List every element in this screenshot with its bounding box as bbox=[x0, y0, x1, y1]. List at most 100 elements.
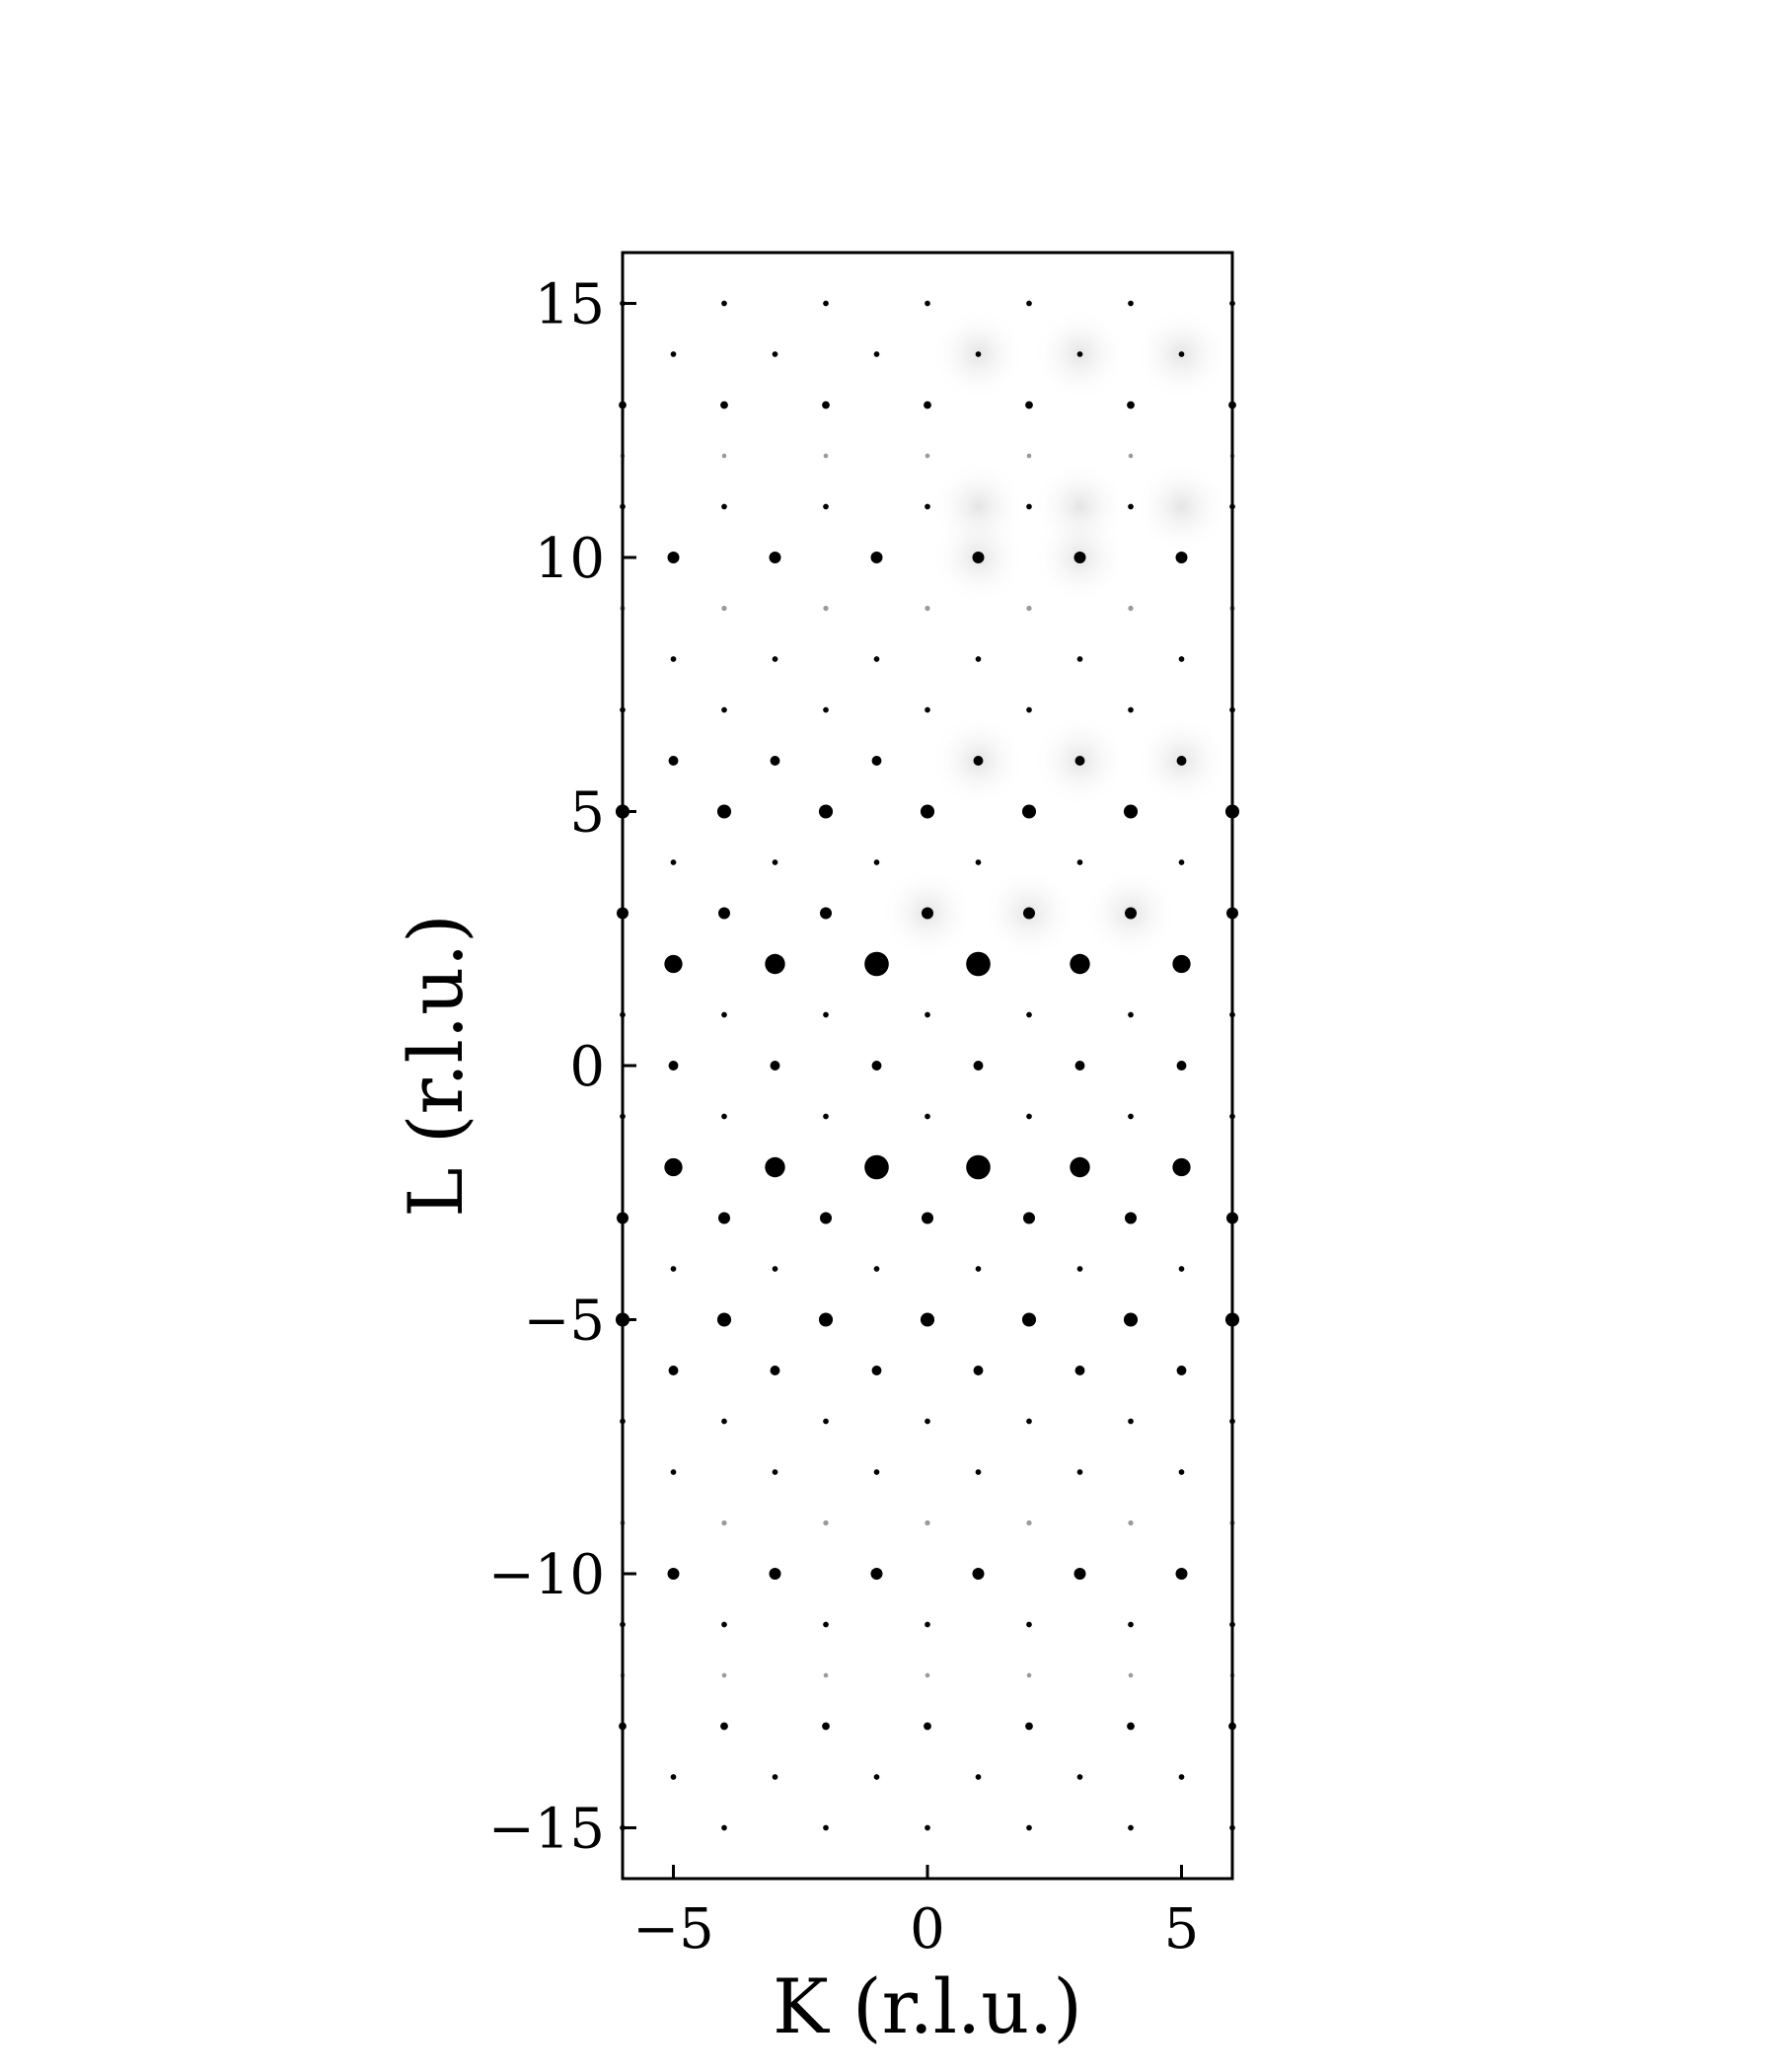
point-k-5-l10 bbox=[667, 552, 680, 563]
point-k1-l6 bbox=[973, 756, 984, 766]
point-k4-l11 bbox=[1128, 503, 1134, 510]
point-k0-l7 bbox=[925, 706, 930, 713]
point-k3-l-8 bbox=[1076, 1469, 1083, 1475]
point-k3-l4 bbox=[1076, 859, 1083, 865]
point-k5-l4 bbox=[1178, 859, 1185, 865]
point-k2-l-13 bbox=[1025, 1722, 1033, 1731]
point-k-2-l-3 bbox=[820, 1212, 832, 1224]
point-k-2-l3 bbox=[820, 907, 832, 920]
point-k1-l4 bbox=[975, 859, 982, 865]
point-k-3-l8 bbox=[772, 656, 778, 662]
point-k4-l-3 bbox=[1125, 1212, 1137, 1224]
point-k3-l-14 bbox=[1076, 1774, 1083, 1780]
point-k-4-l1 bbox=[721, 1011, 727, 1018]
point-k2-l-3 bbox=[1023, 1212, 1035, 1224]
y-axis-label: L (r.l.u.) bbox=[392, 914, 480, 1218]
point-k-1-l2 bbox=[864, 951, 889, 977]
x-tick-label: −5 bbox=[632, 1897, 714, 1961]
point-k-3-l14 bbox=[772, 351, 778, 357]
point-k3-l10 bbox=[1073, 552, 1086, 563]
x-tick-label: 5 bbox=[1164, 1897, 1200, 1961]
point-k2-l5 bbox=[1021, 804, 1037, 819]
point-k0-l-11 bbox=[925, 1621, 930, 1628]
point-k4-l12 bbox=[1128, 453, 1134, 459]
point-k-1-l6 bbox=[871, 756, 882, 766]
point-k-5-l6 bbox=[668, 756, 679, 766]
point-k3-l-6 bbox=[1074, 1366, 1085, 1375]
point-k1-l0 bbox=[973, 1061, 984, 1071]
point-k4-l-15 bbox=[1128, 1824, 1134, 1831]
point-k2-l9 bbox=[1026, 605, 1032, 612]
background-halos bbox=[880, 307, 1229, 961]
x-axis-ticks: −5 0 5 bbox=[632, 1865, 1199, 1961]
point-k-3-l-6 bbox=[770, 1366, 780, 1375]
point-k-5-l-8 bbox=[670, 1469, 677, 1475]
point-k0-l-5 bbox=[920, 1312, 935, 1327]
point-k2-l-7 bbox=[1026, 1418, 1032, 1425]
point-k3-l-4 bbox=[1076, 1266, 1083, 1272]
point-k-4-l-5 bbox=[716, 1312, 732, 1327]
point-k1-l-8 bbox=[975, 1469, 982, 1475]
point-k1-l8 bbox=[975, 656, 982, 662]
point-k2-l-5 bbox=[1021, 1312, 1037, 1327]
point-k-2-l1 bbox=[823, 1011, 829, 1018]
point-k-2-l11 bbox=[823, 503, 829, 510]
point-k-4-l-11 bbox=[721, 1621, 727, 1628]
point-k1-l2 bbox=[966, 951, 991, 977]
point-k-4-l5 bbox=[716, 804, 732, 819]
point-k5-l0 bbox=[1176, 1061, 1187, 1071]
point-k2-l-9 bbox=[1026, 1519, 1032, 1526]
y-tick-label: −5 bbox=[523, 1290, 605, 1354]
point-k-5-l-6 bbox=[668, 1366, 679, 1375]
point-k-4-l-1 bbox=[721, 1113, 727, 1120]
point-k-2-l7 bbox=[823, 706, 829, 713]
point-k0-l9 bbox=[925, 605, 930, 612]
point-k3-l8 bbox=[1076, 656, 1083, 662]
point-k2-l11 bbox=[1026, 503, 1032, 510]
point-k3-l2 bbox=[1070, 953, 1090, 975]
point-k-1-l-10 bbox=[870, 1568, 883, 1580]
point-k5-l8 bbox=[1178, 656, 1185, 662]
point-k2-l3 bbox=[1023, 907, 1035, 920]
point-k-1-l4 bbox=[873, 859, 880, 865]
point-k0-l12 bbox=[925, 453, 930, 459]
x-axis-label: K (r.l.u.) bbox=[773, 1962, 1082, 2050]
point-k5-l-8 bbox=[1178, 1469, 1185, 1475]
point-k2-l-15 bbox=[1026, 1824, 1032, 1831]
point-k4-l15 bbox=[1128, 300, 1134, 307]
point-k1-l-14 bbox=[975, 1774, 982, 1780]
point-k0-l-3 bbox=[922, 1212, 933, 1224]
point-k2-l1 bbox=[1026, 1011, 1032, 1018]
point-k-2-l9 bbox=[823, 605, 829, 612]
point-k4-l13 bbox=[1127, 401, 1135, 409]
point-k4-l-12 bbox=[1128, 1672, 1134, 1678]
point-k-3-l2 bbox=[765, 953, 785, 975]
point-k4-l-1 bbox=[1128, 1113, 1134, 1120]
point-k-2-l15 bbox=[823, 300, 829, 307]
point-k0-l3 bbox=[922, 907, 933, 920]
point-k4-l1 bbox=[1128, 1011, 1134, 1018]
y-tick-label: −10 bbox=[488, 1543, 605, 1607]
point-k5-l-14 bbox=[1178, 1774, 1185, 1780]
point-k2-l-11 bbox=[1026, 1621, 1032, 1628]
point-k-2-l12 bbox=[823, 453, 829, 459]
point-k0-l-9 bbox=[925, 1519, 930, 1526]
point-k-5-l2 bbox=[664, 954, 683, 974]
point-k4-l-13 bbox=[1127, 1722, 1135, 1731]
point-k-4-l9 bbox=[721, 605, 727, 612]
point-k2-l15 bbox=[1026, 300, 1032, 307]
point-k3-l0 bbox=[1074, 1061, 1085, 1071]
point-k-3-l-2 bbox=[765, 1156, 785, 1178]
point-k-2-l-11 bbox=[823, 1621, 829, 1628]
point-k-5-l4 bbox=[670, 859, 677, 865]
point-k-1-l10 bbox=[870, 552, 883, 563]
point-k-4-l15 bbox=[721, 300, 727, 307]
y-tick-label: 0 bbox=[569, 1035, 605, 1099]
point-k-1-l-2 bbox=[864, 1154, 889, 1180]
point-k0-l11 bbox=[925, 503, 930, 510]
point-k5-l-4 bbox=[1178, 1266, 1185, 1272]
y-tick-label: 10 bbox=[535, 527, 605, 591]
point-k-2-l-13 bbox=[822, 1722, 830, 1731]
y-tick-label: −15 bbox=[488, 1798, 605, 1862]
